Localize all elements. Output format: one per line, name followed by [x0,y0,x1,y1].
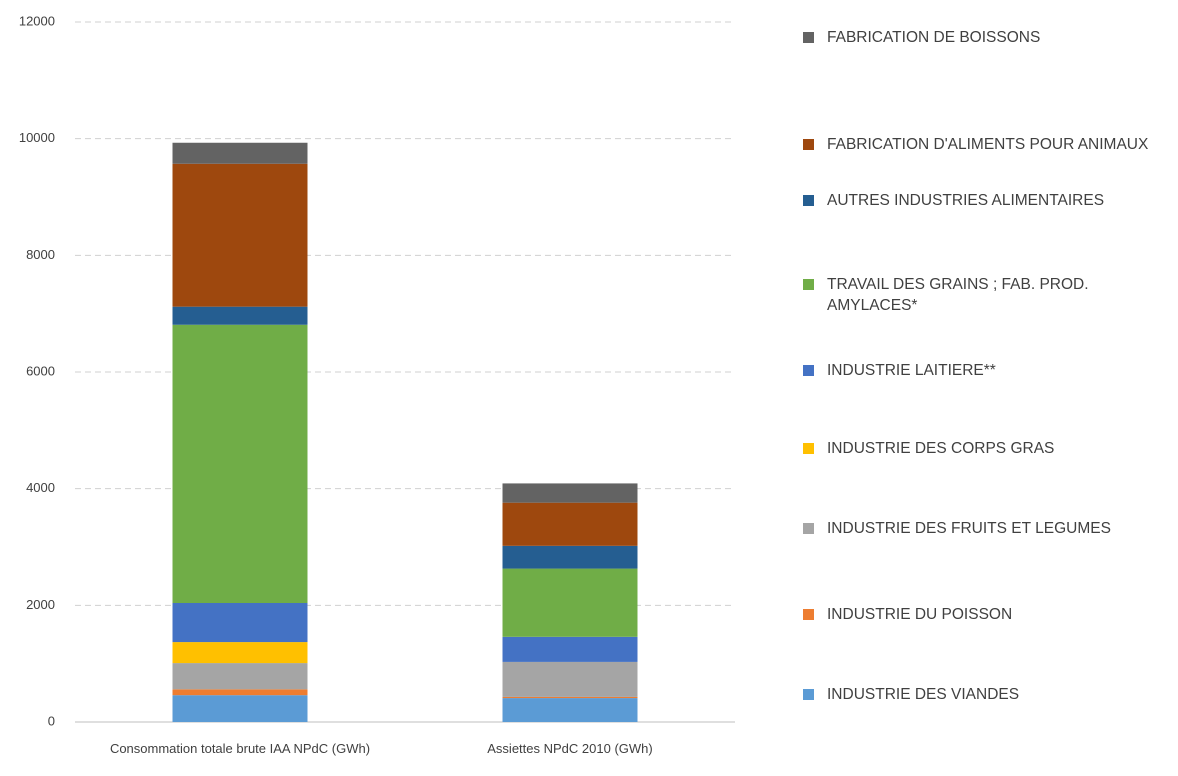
x-tick-label: Assiettes NPdC 2010 (GWh) [487,741,653,756]
legend-item: AUTRES INDUSTRIES ALIMENTAIRES [803,190,1173,211]
legend-swatch [803,443,814,454]
bar-segment [172,642,308,664]
legend-item: TRAVAIL DES GRAINS ; FAB. PROD. AMYLACES… [803,274,1173,316]
legend-swatch [803,689,814,700]
legend-item: INDUSTRIE LAITIERE** [803,360,1173,381]
legend-label: INDUSTRIE DES CORPS GRAS [827,440,1055,457]
bar-segment [502,696,638,699]
y-tick-label: 4000 [26,480,55,495]
bar-segment [502,636,638,662]
legend-label: FABRICATION D'ALIMENTS POUR ANIMAUX [827,136,1149,153]
legend-label: INDUSTRIE DES FRUITS ET LEGUMES [827,520,1111,537]
y-tick-label: 6000 [26,363,55,378]
legend-label: INDUSTRIE LAITIERE** [827,362,996,379]
bar-segment [172,695,308,722]
bar-segment [172,306,308,325]
bar-segment [502,568,638,637]
legend-label: AUTRES INDUSTRIES ALIMENTAIRES [827,192,1105,209]
legend-label: INDUSTRIE DES VIANDES [827,686,1020,703]
bar-segment [172,324,308,603]
legend-swatch [803,139,814,150]
legend-item: INDUSTRIE DES VIANDES [803,684,1173,705]
legend-swatch [803,32,814,43]
legend-swatch [803,523,814,534]
legend-item: FABRICATION DE BOISSONS [803,27,1173,48]
legend-item: INDUSTRIE DU POISSON [803,604,1173,625]
bar-segment [502,483,638,503]
bar-segment [502,545,638,569]
legend-swatch [803,195,814,206]
legend-item: INDUSTRIE DES FRUITS ET LEGUMES [803,518,1173,539]
legend-label: FABRICATION DE BOISSONS [827,29,1041,46]
bar-segment [172,142,308,164]
bar-segment [502,698,638,722]
bar-segment [172,663,308,690]
legend-swatch [803,279,814,290]
y-tick-label: 8000 [26,247,55,262]
legend-item: FABRICATION D'ALIMENTS POUR ANIMAUX [803,134,1173,155]
x-tick-label: Consommation totale brute IAA NPdC (GWh) [109,741,371,756]
legend-label: INDUSTRIE DU POISSON [827,606,1013,623]
bar-segment [172,163,308,307]
y-tick-label: 12000 [19,13,55,28]
legend-label: TRAVAIL DES GRAINS ; FAB. PROD. AMYLACES… [827,276,1089,314]
y-tick-label: 0 [48,713,55,728]
bar-segment [502,502,638,546]
bar-segment [172,603,308,643]
legend-item: INDUSTRIE DES CORPS GRAS [803,438,1173,459]
bar-segment [502,661,638,697]
legend-swatch [803,609,814,620]
legend-swatch [803,365,814,376]
bar-segment [172,689,308,696]
y-tick-label: 2000 [26,597,55,612]
y-tick-label: 10000 [19,130,55,145]
